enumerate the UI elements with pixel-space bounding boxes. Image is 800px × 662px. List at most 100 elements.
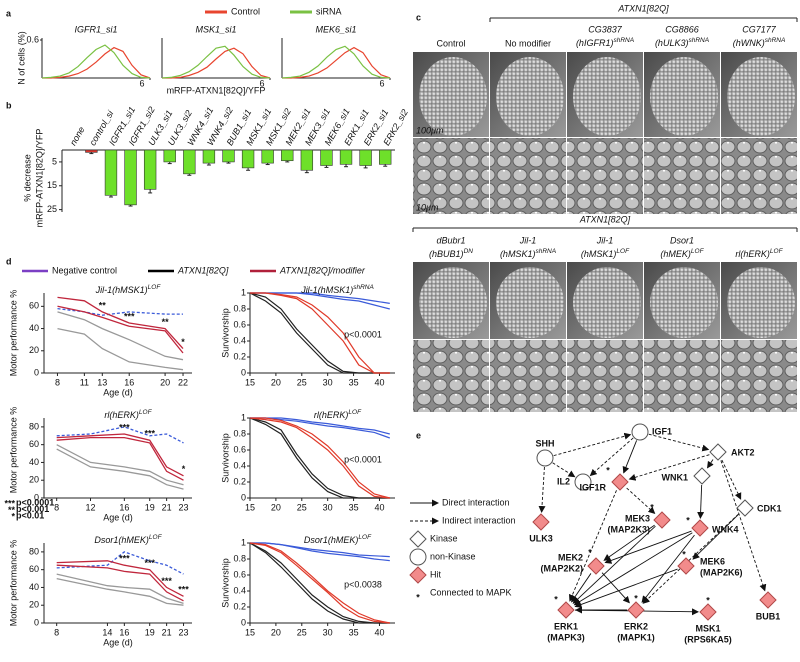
- y-tick-label: 80: [29, 421, 39, 431]
- x-tick-label: 40: [374, 377, 384, 387]
- chart-title: MEK6_si1: [315, 24, 356, 34]
- legend-label: Negative control: [52, 265, 117, 275]
- node: [611, 473, 629, 491]
- chart-title-part: shRNA: [353, 284, 374, 291]
- eye-closeup: [567, 340, 643, 412]
- distribution-line: [41, 44, 151, 79]
- node: [736, 499, 754, 517]
- motor-line: [56, 564, 184, 602]
- bar: [359, 149, 372, 166]
- bar: [222, 149, 235, 163]
- node-label: IGF1: [652, 426, 672, 436]
- node: [653, 511, 671, 529]
- y-tick-label: 20: [29, 600, 39, 610]
- significance-mark: *: [181, 337, 185, 347]
- y-axis-label: mRFP-ATXN1[82Q]/YFP: [34, 129, 44, 228]
- distribution-line: [161, 45, 271, 79]
- eye: [727, 267, 795, 338]
- node: [574, 473, 592, 491]
- direct-interaction: [706, 459, 714, 469]
- y-tick-label: 0.6: [233, 569, 246, 579]
- column-gene: CG7177: [742, 24, 777, 34]
- bar: [183, 149, 196, 175]
- x-tick-label: 15: [245, 502, 255, 512]
- x-tick-label: 11: [80, 377, 89, 387]
- node-label: MEK6: [700, 556, 725, 566]
- node: [532, 513, 550, 531]
- node-label: ULK3: [529, 533, 553, 543]
- motor-line: [56, 436, 184, 481]
- significance-stars: ***: [4, 498, 15, 508]
- distribution-line: [281, 45, 391, 79]
- node-label: BUB1: [756, 611, 781, 621]
- bar: [300, 149, 314, 171]
- x-tick-label: 13: [97, 377, 107, 387]
- x-tick-label: 16: [119, 502, 129, 512]
- direct-interaction: [604, 530, 692, 564]
- node-sublabel: (MAP2K6): [700, 567, 743, 577]
- node: [699, 603, 717, 621]
- indirect-interaction: [721, 459, 742, 500]
- column-human-part: DN: [464, 248, 474, 255]
- y-tick-label: 0.4: [233, 335, 246, 345]
- x-tick-label: 30: [323, 377, 333, 387]
- column-gene: dBubr1: [436, 235, 465, 245]
- y-tick-label: 40: [29, 457, 39, 467]
- column-human-part: (hMSK1): [581, 249, 617, 259]
- y-tick-label: 1: [241, 537, 246, 547]
- distribution-line: [282, 46, 391, 79]
- node-label: AKT2: [731, 447, 755, 457]
- y-axis-label: Motor performance %: [8, 540, 18, 627]
- bar: [104, 149, 118, 196]
- column-human: (hIGFR1)shRNA: [576, 37, 634, 49]
- y-axis-label: Motor performance %: [8, 290, 18, 377]
- survival-line: [249, 417, 390, 499]
- y-tick-label: 80: [29, 546, 39, 556]
- column-human-part: LOF: [770, 248, 784, 255]
- chart-title: Dsor1(hMEK)LOF: [304, 534, 372, 546]
- eye-closeup: [413, 138, 489, 214]
- legend-label: Indirect interaction: [442, 515, 516, 525]
- y-axis-label: Motor performance %: [8, 407, 18, 494]
- chart-title-part: LOF: [149, 534, 163, 541]
- node-label: WNK4: [712, 524, 739, 534]
- motor-line: [56, 577, 184, 606]
- column-label: Control: [436, 38, 465, 48]
- legend-label: ATXN1[82Q]/modifier: [279, 265, 366, 275]
- x-tick-label: 23: [179, 502, 189, 512]
- column-human-part: shRNA: [765, 37, 786, 44]
- significance-mark: *: [182, 464, 186, 474]
- x-tick-label: 25: [297, 627, 307, 637]
- direct-interaction: [603, 524, 655, 561]
- node: [587, 557, 605, 575]
- column-human: (hMEK)LOF: [660, 248, 704, 260]
- survival-line: [250, 417, 390, 499]
- node-label: IGF1R: [579, 482, 606, 492]
- y-tick-label: 20: [29, 345, 39, 355]
- motor-line: [57, 296, 184, 350]
- x-tick-label: 30: [323, 627, 333, 637]
- survival-line: [249, 542, 390, 624]
- survival-line: [249, 542, 390, 624]
- survival-line: [249, 542, 390, 624]
- column-human-part: (hWNK): [733, 38, 765, 48]
- y-tick-label: 1: [241, 412, 246, 422]
- node-star: *: [650, 502, 654, 512]
- node-label: ERK1: [554, 621, 578, 631]
- column-human-part: rl(hERK): [735, 249, 770, 259]
- y-tick-label: 0.8: [233, 303, 246, 313]
- column-human-part: shRNA: [535, 248, 556, 255]
- bar: [202, 149, 216, 164]
- node-sublabel: (RPS6KA5): [684, 634, 732, 644]
- legend-swatch: [409, 548, 427, 566]
- legend-label: Connected to MAPK: [430, 587, 512, 597]
- panel-letter: c: [416, 12, 421, 22]
- x-tick-label: 8: [55, 377, 60, 387]
- chart-title-part: Jil-1(hMSK1): [300, 285, 353, 295]
- node: [627, 601, 645, 619]
- eye: [496, 267, 564, 338]
- y-tick-label: 40: [29, 582, 39, 592]
- significance-mark: ***: [161, 576, 172, 586]
- x-tick-label: 6: [139, 78, 144, 88]
- y-axis-label: Survivorship: [220, 433, 230, 483]
